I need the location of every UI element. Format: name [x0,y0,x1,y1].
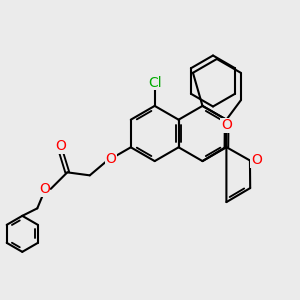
Text: Cl: Cl [148,76,161,90]
Text: O: O [105,152,116,166]
Text: O: O [39,182,50,196]
Text: O: O [221,118,232,132]
Text: O: O [55,139,66,153]
Text: O: O [251,154,262,167]
